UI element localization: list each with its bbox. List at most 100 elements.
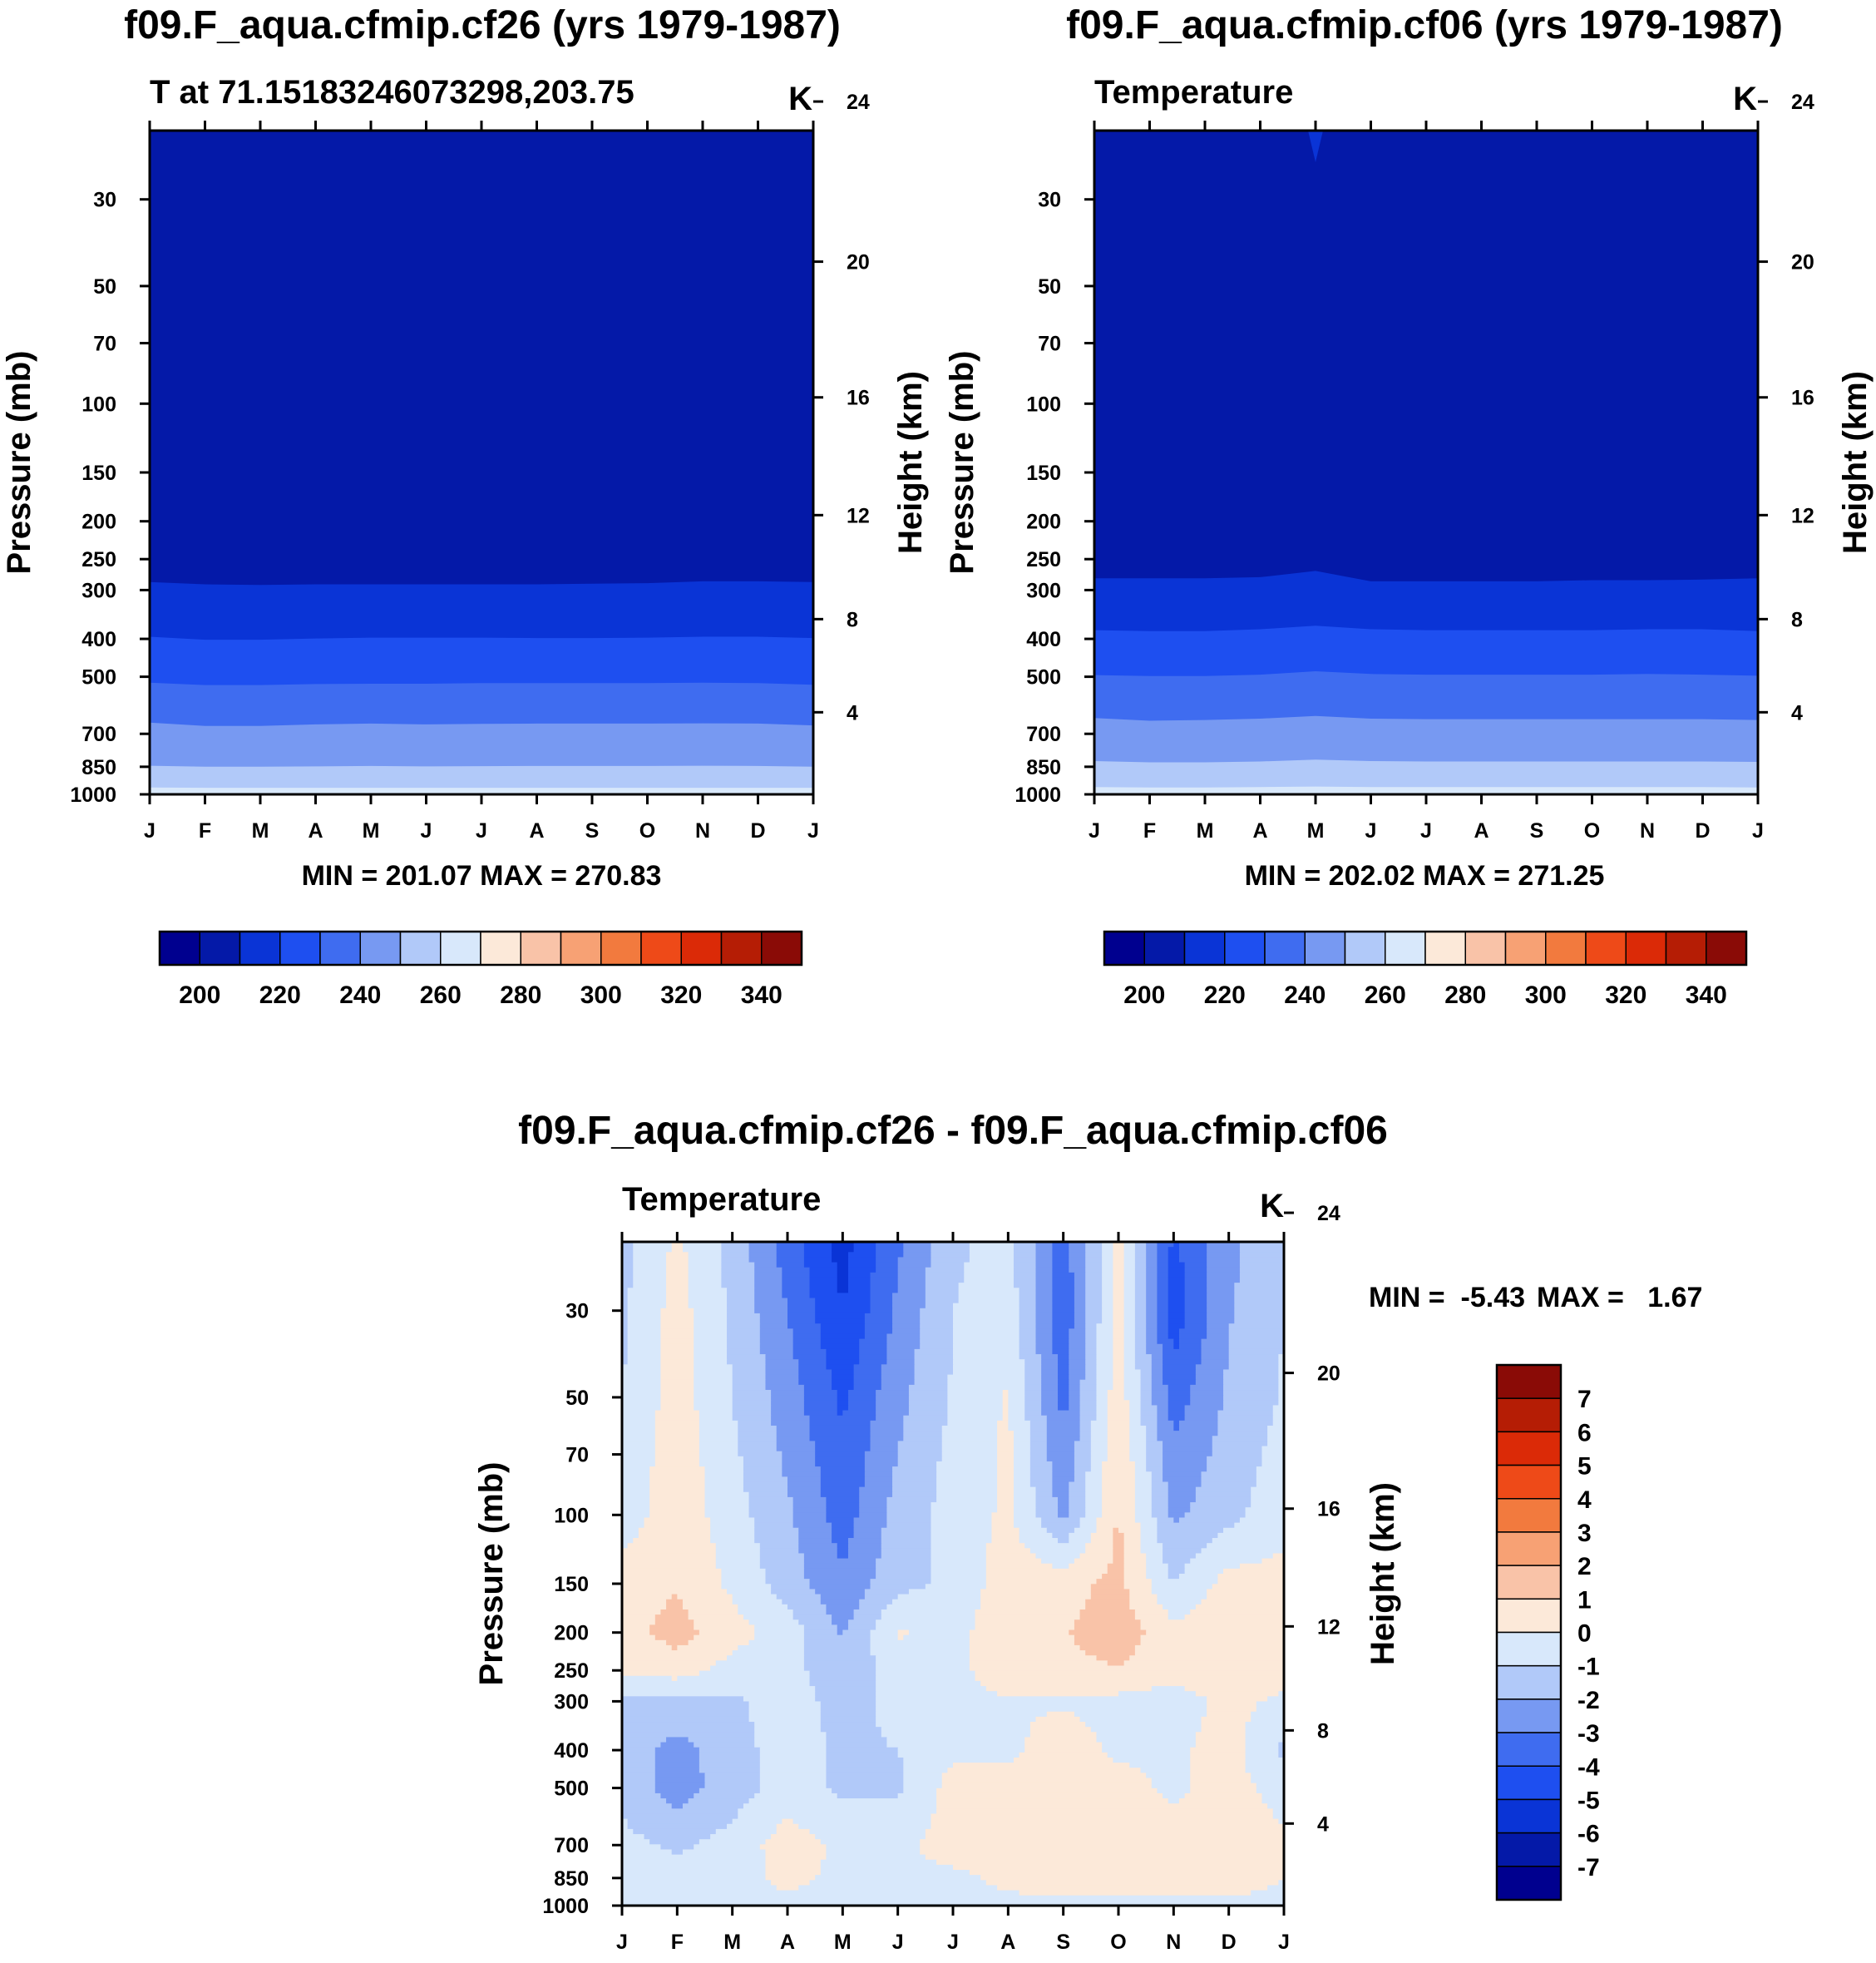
contour-cell bbox=[1134, 1323, 1147, 1329]
contour-cell bbox=[1184, 1614, 1284, 1620]
contour-cell bbox=[947, 1400, 1004, 1407]
contour-cell bbox=[1035, 1343, 1053, 1350]
contour-cell bbox=[1134, 1517, 1158, 1524]
contour-cell bbox=[627, 1308, 662, 1314]
contour-cell bbox=[953, 1318, 1020, 1324]
contour-cell bbox=[826, 1854, 926, 1861]
contour-cell bbox=[931, 1247, 970, 1253]
contour-cell bbox=[1035, 1242, 1053, 1248]
contour-cell bbox=[660, 1318, 694, 1324]
contour-cell bbox=[1008, 1395, 1025, 1401]
contour-cell bbox=[627, 1293, 667, 1299]
x-tick-label: J bbox=[807, 819, 819, 843]
contour-cell bbox=[792, 1512, 827, 1519]
contour-cell bbox=[1102, 1262, 1113, 1268]
contour-cell bbox=[1163, 1379, 1197, 1386]
y-right-tick-label: 24 bbox=[1317, 1202, 1340, 1225]
contour-cell bbox=[748, 1619, 799, 1625]
contour-cell bbox=[1041, 1384, 1059, 1391]
contour-cell bbox=[1102, 1283, 1113, 1288]
contour-cell bbox=[1013, 1512, 1037, 1519]
contour-cell bbox=[920, 1323, 954, 1329]
contour-cell bbox=[847, 1283, 871, 1288]
contour-cell bbox=[660, 1354, 694, 1360]
contour-cell bbox=[1134, 1313, 1147, 1319]
contour-cell bbox=[853, 1369, 882, 1376]
contour-cell bbox=[1245, 1512, 1284, 1519]
contour-cell bbox=[1013, 1257, 1037, 1263]
colorbar-swatch bbox=[1496, 1664, 1562, 1700]
contour-cell bbox=[847, 1272, 871, 1278]
contour-cell bbox=[638, 1532, 711, 1539]
contour-cell bbox=[1123, 1323, 1136, 1329]
x-tick-label: O bbox=[1584, 819, 1600, 843]
contour-cell bbox=[1217, 1579, 1284, 1585]
contour-cell bbox=[1008, 1410, 1025, 1417]
contour-cell bbox=[876, 1574, 932, 1580]
y-tick-label: 250 bbox=[1026, 548, 1061, 571]
contour-cell bbox=[1256, 1706, 1284, 1713]
contour-cell bbox=[886, 1354, 916, 1360]
contour-cell bbox=[826, 1517, 855, 1524]
contour-cell bbox=[892, 1481, 937, 1488]
temperature-band bbox=[150, 765, 813, 794]
x-tick-label: J bbox=[892, 1931, 904, 1954]
contour-cell bbox=[809, 1675, 876, 1682]
contour-cell bbox=[649, 1471, 706, 1477]
contour-cell bbox=[1035, 1313, 1053, 1319]
contour-cell bbox=[1029, 1420, 1048, 1427]
contour-cell bbox=[936, 1491, 998, 1498]
contour-cell bbox=[660, 1364, 694, 1371]
contour-cell bbox=[1239, 1257, 1284, 1263]
contour-cell bbox=[809, 1425, 871, 1431]
contour-cell bbox=[666, 1267, 689, 1273]
contour-cell bbox=[1029, 1732, 1098, 1738]
contour-cell bbox=[622, 1441, 656, 1447]
contour-cell bbox=[649, 1839, 700, 1845]
y-right-tick-label: 24 bbox=[1791, 91, 1814, 114]
contour-cell bbox=[1013, 1456, 1031, 1462]
contour-cell bbox=[908, 1410, 948, 1417]
contour-cell bbox=[771, 1880, 811, 1886]
contour-cell bbox=[1228, 1359, 1279, 1365]
contour-cell bbox=[931, 1558, 987, 1565]
contour-cell bbox=[699, 1420, 738, 1427]
contour-cell bbox=[1102, 1298, 1113, 1304]
contour-cell bbox=[1234, 1283, 1284, 1288]
contour-cell bbox=[876, 1400, 910, 1407]
contour-cell bbox=[1102, 1288, 1113, 1293]
contour-cell bbox=[1069, 1405, 1081, 1412]
contour-cell bbox=[1123, 1338, 1136, 1345]
contour-cell bbox=[876, 1680, 981, 1687]
contour-cell bbox=[622, 1691, 816, 1697]
contour-cell bbox=[1157, 1262, 1169, 1268]
contour-cell bbox=[1085, 1502, 1103, 1508]
contour-bands bbox=[1094, 131, 1758, 794]
contour-cell bbox=[1190, 1768, 1247, 1773]
contour-cell bbox=[1085, 1369, 1098, 1376]
contour-cell bbox=[1102, 1512, 1136, 1519]
contour-cell bbox=[787, 1313, 816, 1319]
colorbar-swatch bbox=[1545, 931, 1587, 966]
contour-cell bbox=[1272, 1553, 1284, 1560]
contour-cell bbox=[654, 1425, 700, 1431]
contour-cell bbox=[1134, 1650, 1284, 1656]
contour-cell bbox=[732, 1374, 767, 1381]
contour-cell bbox=[1035, 1247, 1053, 1253]
contour-cell bbox=[743, 1614, 794, 1620]
y-tick-label: 200 bbox=[1026, 511, 1061, 534]
x-tick-label: S bbox=[585, 819, 600, 843]
y-tick-label: 150 bbox=[554, 1573, 589, 1596]
contour-cell bbox=[1190, 1747, 1247, 1753]
contour-cell bbox=[920, 1844, 1284, 1851]
colorbar-swatch bbox=[1344, 931, 1386, 966]
contour-cell bbox=[1096, 1579, 1125, 1585]
contour-cell bbox=[991, 1512, 1015, 1519]
contour-cell bbox=[809, 1436, 871, 1441]
contour-cell bbox=[1163, 1441, 1213, 1447]
contour-cell bbox=[622, 1839, 650, 1845]
contour-cell bbox=[1239, 1242, 1284, 1248]
contour-cell bbox=[1245, 1763, 1284, 1768]
contour-cell bbox=[1217, 1410, 1274, 1417]
contour-cell bbox=[826, 1732, 882, 1738]
